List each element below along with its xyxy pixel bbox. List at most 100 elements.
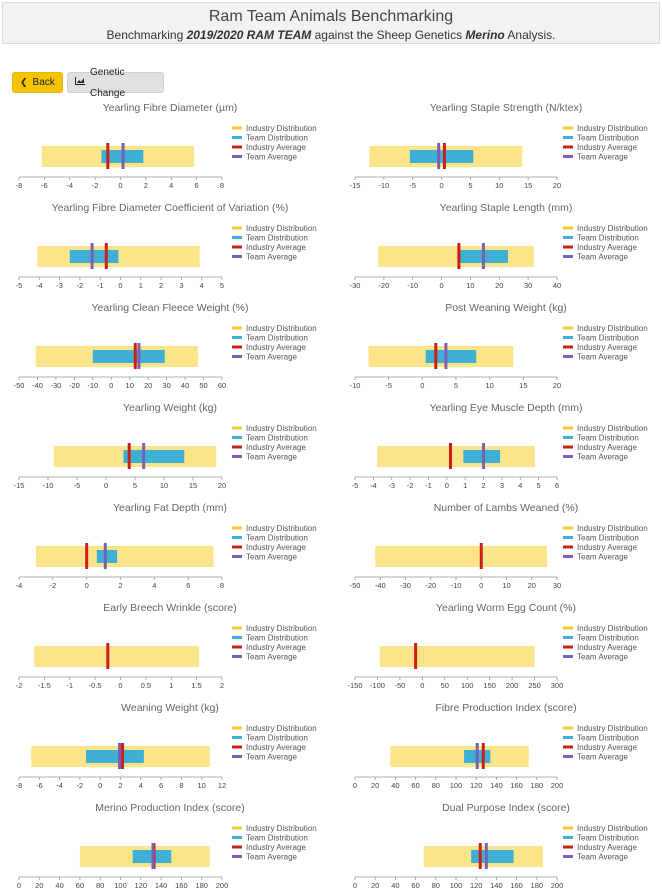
x-tick-label: 6: [555, 481, 559, 490]
x-tick-label: 10: [485, 381, 493, 390]
back-button-label: Back: [32, 77, 55, 88]
x-tick-label: -3: [56, 281, 63, 290]
x-tick-label: 1.5: [191, 681, 201, 690]
industry-average-marker: [414, 643, 418, 669]
x-tick-label: 0: [439, 181, 443, 190]
x-tick-label: 20: [553, 181, 561, 190]
x-tick-label: 10: [466, 281, 474, 290]
legend-swatch: [232, 645, 242, 649]
x-tick-label: 2: [144, 181, 148, 190]
page-title: Ram Team Animals Benchmarking: [208, 8, 454, 25]
industry-average-marker: [479, 543, 483, 569]
team-name: 2019/2020 RAM TEAM: [186, 28, 312, 42]
x-tick-label: 4: [169, 181, 173, 190]
x-tick-label: 60: [76, 881, 84, 890]
genetic-change-button-label: Genetic Change: [90, 66, 126, 99]
x-tick-label: 30: [162, 381, 170, 390]
x-tick-label: 10: [502, 581, 510, 590]
legend-swatch: [563, 826, 573, 830]
x-tick-label: 30: [524, 281, 532, 290]
legend-label: Team Distribution: [577, 534, 639, 543]
page-header: Ram Team Animals Benchmarking Benchmarki…: [2, 2, 660, 44]
legend-label: Industry Average: [246, 843, 306, 852]
x-tick-label: 40: [181, 381, 189, 390]
industry-average-marker: [442, 143, 446, 169]
x-tick-label: 40: [391, 881, 399, 890]
x-tick-label: 20: [371, 881, 379, 890]
x-tick-label: -100: [370, 681, 385, 690]
x-tick-label: -1: [97, 281, 104, 290]
x-tick-label: 1: [463, 481, 467, 490]
chart-panel: Yearling Fat Depth (mm) -4 -2 0 2 4 6 8 Industry…: [0, 498, 331, 598]
x-tick-label: -4: [370, 481, 377, 490]
x-tick-label: -8: [16, 781, 23, 790]
x-tick-label: -5: [74, 481, 81, 490]
x-tick-label: 12: [218, 781, 226, 790]
team-average-marker: [437, 143, 441, 169]
legend-label: Team Distribution: [246, 134, 308, 143]
legend-swatch: [563, 555, 573, 558]
legend-swatch: [232, 145, 242, 149]
x-tick-label: 180: [195, 881, 208, 890]
legend-swatch: [563, 355, 573, 358]
legend-label: Team Distribution: [577, 734, 639, 743]
back-button[interactable]: ❮ Back: [12, 72, 63, 93]
legend-swatch: [563, 526, 573, 530]
legend-swatch: [232, 536, 242, 539]
x-tick-label: 100: [450, 881, 463, 890]
x-tick-label: 8: [220, 581, 224, 590]
industry-average-marker: [121, 743, 125, 769]
legend-swatch: [232, 555, 242, 558]
legend-swatch: [232, 345, 242, 349]
x-tick-label: 6: [186, 581, 190, 590]
chart-svg: Yearling Eye Muscle Depth (mm) -5 -4 -3 -2 -1…: [352, 402, 648, 490]
legend-swatch: [563, 155, 573, 158]
legend-label: Team Average: [246, 253, 298, 262]
x-tick-label: 3: [179, 281, 183, 290]
legend-label: Industry Average: [577, 243, 637, 252]
legend-swatch: [563, 326, 573, 330]
x-tick-label: 80: [432, 881, 440, 890]
chart-title: Yearling Fat Depth (mm): [113, 502, 227, 514]
x-tick-label: 40: [55, 881, 63, 890]
x-tick-label: 0: [104, 481, 108, 490]
x-tick-label: 180: [531, 781, 544, 790]
genetic-change-button[interactable]: Genetic Change: [67, 67, 164, 99]
legend-swatch: [232, 655, 242, 658]
x-tick-label: -10: [350, 381, 361, 390]
x-tick-label: 100: [450, 781, 463, 790]
x-tick-label: 8: [179, 781, 183, 790]
legend-label: Industry Distribution: [577, 224, 648, 233]
team-distribution-bar: [463, 450, 501, 463]
x-tick-label: -30: [50, 381, 61, 390]
x-tick-label: -5: [409, 181, 416, 190]
team-average-marker: [482, 443, 486, 469]
x-tick-label: 0: [353, 781, 357, 790]
chart-title: Yearling Eye Muscle Depth (mm): [429, 402, 582, 414]
x-tick-label: 6: [195, 181, 199, 190]
x-tick-label: 5: [537, 481, 541, 490]
x-tick-label: 0: [118, 281, 122, 290]
x-tick-label: 4: [152, 581, 156, 590]
legend-label: Industry Distribution: [246, 724, 317, 733]
legend-swatch: [563, 226, 573, 230]
legend-swatch: [232, 745, 242, 749]
chart-title: Weaning Weight (kg): [121, 702, 219, 714]
x-tick-label: 140: [490, 781, 503, 790]
legend-swatch: [232, 636, 242, 639]
x-tick-label: 20: [218, 481, 226, 490]
x-tick-label: 20: [553, 381, 561, 390]
x-tick-label: -5: [16, 281, 23, 290]
legend-swatch: [232, 326, 242, 330]
x-tick-label: 15: [519, 381, 527, 390]
legend-swatch: [563, 255, 573, 258]
team-average-marker: [475, 743, 479, 769]
legend-label: Team Average: [246, 353, 298, 362]
x-tick-label: -6: [36, 781, 43, 790]
legend-swatch: [563, 855, 573, 858]
x-tick-label: 5: [220, 281, 224, 290]
x-tick-label: -1.5: [38, 681, 51, 690]
x-tick-label: -0.5: [89, 681, 102, 690]
chart-panel: Early Breech Wrinkle (score) -2 -1.5 -1 -0.5…: [0, 598, 331, 698]
legend-swatch: [232, 226, 242, 230]
